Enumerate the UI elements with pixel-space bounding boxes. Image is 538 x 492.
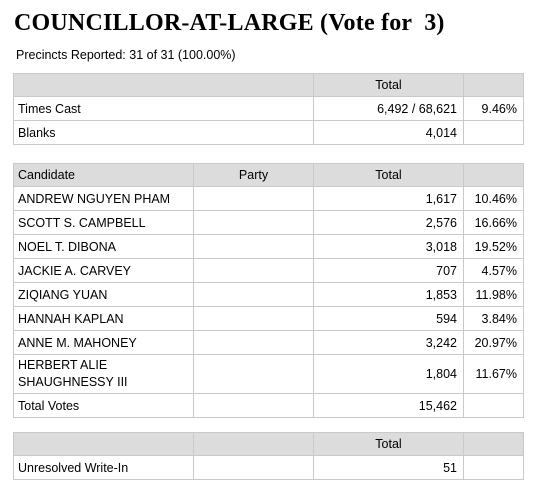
candidate-percent: 19.52% xyxy=(463,234,524,259)
candidate-row: HERBERT ALIE SHAUGHNESSY III 1,804 11.67… xyxy=(13,354,524,394)
summary-total-header: Total xyxy=(313,73,464,97)
write-in-value: 51 xyxy=(313,455,464,480)
candidate-row: ZIQIANG YUAN 1,853 11.98% xyxy=(13,282,524,307)
candidate-row: ANDREW NGUYEN PHAM 1,617 10.46% xyxy=(13,186,524,211)
candidate-percent: 11.98% xyxy=(463,282,524,307)
blanks-value: 4,014 xyxy=(313,120,464,145)
candidate-row: JACKIE A. CARVEY 707 4.57% xyxy=(13,258,524,283)
write-in-header-row: Total xyxy=(13,432,524,456)
write-in-row: Unresolved Write-In 51 xyxy=(13,455,524,480)
contest-title: COUNCILLOR-AT-LARGE (Vote for 3) xyxy=(14,10,445,36)
candidate-name: JACKIE A. CARVEY xyxy=(13,258,194,283)
candidate-row: ANNE M. MAHONEY 3,242 20.97% xyxy=(13,330,524,355)
results-table: Candidate Party Total ANDREW NGUYEN PHAM… xyxy=(13,163,524,418)
times-cast-row: Times Cast 6,492 / 68,621 9.46% xyxy=(13,96,524,121)
candidate-percent: 20.97% xyxy=(463,330,524,355)
candidate-party xyxy=(193,354,314,394)
candidate-votes: 594 xyxy=(313,306,464,331)
candidate-votes: 2,576 xyxy=(313,210,464,235)
candidate-name: NOEL T. DIBONA xyxy=(13,234,194,259)
candidate-percent: 16.66% xyxy=(463,210,524,235)
candidate-votes: 1,617 xyxy=(313,186,464,211)
candidate-row: HANNAH KAPLAN 594 3.84% xyxy=(13,306,524,331)
times-cast-percent: 9.46% xyxy=(463,96,524,121)
candidate-name: ANDREW NGUYEN PHAM xyxy=(13,186,194,211)
candidate-name: SCOTT S. CAMPBELL xyxy=(13,210,194,235)
total-votes-label: Total Votes xyxy=(13,393,194,418)
summary-header-row: Total xyxy=(13,73,524,97)
results-header-row: Candidate Party Total xyxy=(13,163,524,187)
candidate-name: HANNAH KAPLAN xyxy=(13,306,194,331)
candidate-name: ANNE M. MAHONEY xyxy=(13,330,194,355)
candidate-party xyxy=(193,258,314,283)
total-votes-row: Total Votes 15,462 xyxy=(13,393,524,418)
candidate-row: SCOTT S. CAMPBELL 2,576 16.66% xyxy=(13,210,524,235)
candidate-votes: 1,804 xyxy=(313,354,464,394)
candidate-votes: 1,853 xyxy=(313,282,464,307)
candidate-party xyxy=(193,306,314,331)
write-in-table: Total Unresolved Write-In 51 xyxy=(13,432,524,480)
blanks-row: Blanks 4,014 xyxy=(13,120,524,145)
blanks-label: Blanks xyxy=(13,120,314,145)
candidate-name: HERBERT ALIE SHAUGHNESSY III xyxy=(13,354,194,394)
candidate-party xyxy=(193,330,314,355)
candidate-party xyxy=(193,210,314,235)
candidate-party xyxy=(193,234,314,259)
candidate-votes: 707 xyxy=(313,258,464,283)
candidate-header: Candidate xyxy=(13,163,194,187)
candidate-votes: 3,242 xyxy=(313,330,464,355)
candidate-percent: 4.57% xyxy=(463,258,524,283)
candidate-votes: 3,018 xyxy=(313,234,464,259)
write-in-total-header: Total xyxy=(313,432,464,456)
write-in-label: Unresolved Write-In xyxy=(13,455,194,480)
candidate-row: NOEL T. DIBONA 3,018 19.52% xyxy=(13,234,524,259)
total-header: Total xyxy=(313,163,464,187)
candidate-percent: 11.67% xyxy=(463,354,524,394)
party-header: Party xyxy=(193,163,314,187)
candidate-party xyxy=(193,282,314,307)
candidate-party xyxy=(193,186,314,211)
total-votes-value: 15,462 xyxy=(313,393,464,418)
times-cast-value: 6,492 / 68,621 xyxy=(313,96,464,121)
times-cast-label: Times Cast xyxy=(13,96,314,121)
candidate-percent: 10.46% xyxy=(463,186,524,211)
candidate-percent: 3.84% xyxy=(463,306,524,331)
candidate-name: ZIQIANG YUAN xyxy=(13,282,194,307)
precincts-reported: Precincts Reported: 31 of 31 (100.00%) xyxy=(16,48,236,62)
summary-table: Total Times Cast 6,492 / 68,621 9.46% Bl… xyxy=(13,73,524,145)
